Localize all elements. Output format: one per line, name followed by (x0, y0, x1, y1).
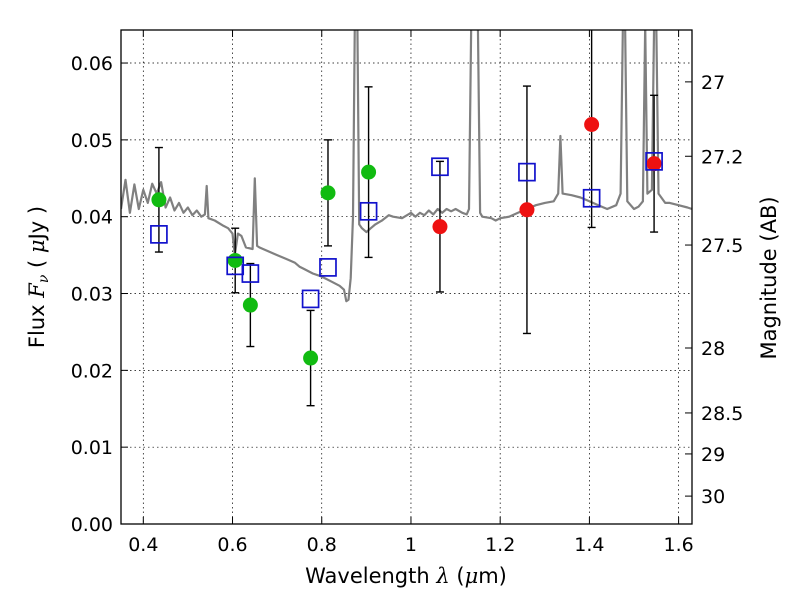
plot-background (121, 30, 692, 524)
x-axis-label: Wavelength λ (μm) (305, 564, 507, 588)
y-tick-label: 0.00 (71, 514, 113, 536)
y-tick-label: 0.01 (71, 437, 113, 459)
ticks: 0.4 0.6 0.8 1 1.2 1.4 1.6 0.00 0.01 0.02 0.03 0.04 0… (71, 30, 743, 556)
x-tick-label: 0.8 (307, 534, 337, 556)
model-point-square (359, 201, 378, 221)
y-axis-label: Flux Fν ( μJy ) (25, 206, 52, 348)
model-point-square (645, 152, 663, 171)
x-tick-label: 1.6 (664, 534, 694, 556)
y2-axis-label: Magnitude (AB) (757, 196, 781, 359)
model-point-square (431, 157, 449, 177)
observed-point-green (320, 185, 336, 201)
observed-point-green (151, 192, 167, 208)
y-tick-label: 0.04 (71, 207, 113, 229)
x-tick-label: 1.4 (574, 534, 604, 556)
observed-point-red (519, 202, 535, 218)
observed-point-green (361, 164, 377, 180)
observed-point-green (227, 252, 243, 268)
y-tick-label: 0.05 (71, 130, 113, 152)
observed-point-red (432, 219, 448, 235)
plot-frame (120, 29, 693, 525)
model-point-square (241, 264, 260, 283)
y-tick-label: 0.02 (71, 360, 113, 382)
y-tick-label: 0.03 (71, 284, 113, 306)
x-tick-label: 1 (405, 534, 417, 556)
y2-tick-label: 27.5 (701, 235, 743, 257)
data-layer (121, 30, 692, 407)
y2-tick-label: 27 (701, 72, 725, 94)
y-tick-label: 0.06 (71, 53, 113, 75)
observed-point-green (303, 350, 319, 366)
model-point-square (150, 225, 168, 244)
model-point-square (518, 162, 536, 182)
x-tick-label: 0.4 (128, 534, 158, 556)
y2-tick-label: 27.2 (701, 146, 743, 168)
observed-point-red (584, 116, 600, 132)
model-point-square (301, 289, 320, 309)
observed-point-red (646, 156, 662, 172)
y2-tick-label: 30 (701, 486, 725, 508)
y2-tick-label: 29 (701, 444, 725, 466)
y2-tick-label: 28.5 (701, 403, 743, 425)
model-point-square (582, 188, 601, 208)
y2-tick-label: 28 (701, 338, 725, 360)
model-point-square (319, 258, 337, 277)
x-tick-label: 0.6 (217, 534, 247, 556)
grid (121, 30, 692, 524)
observed-point-green (242, 297, 258, 313)
x-tick-label: 1.2 (485, 534, 515, 556)
template-spectrum-line (121, 30, 692, 303)
